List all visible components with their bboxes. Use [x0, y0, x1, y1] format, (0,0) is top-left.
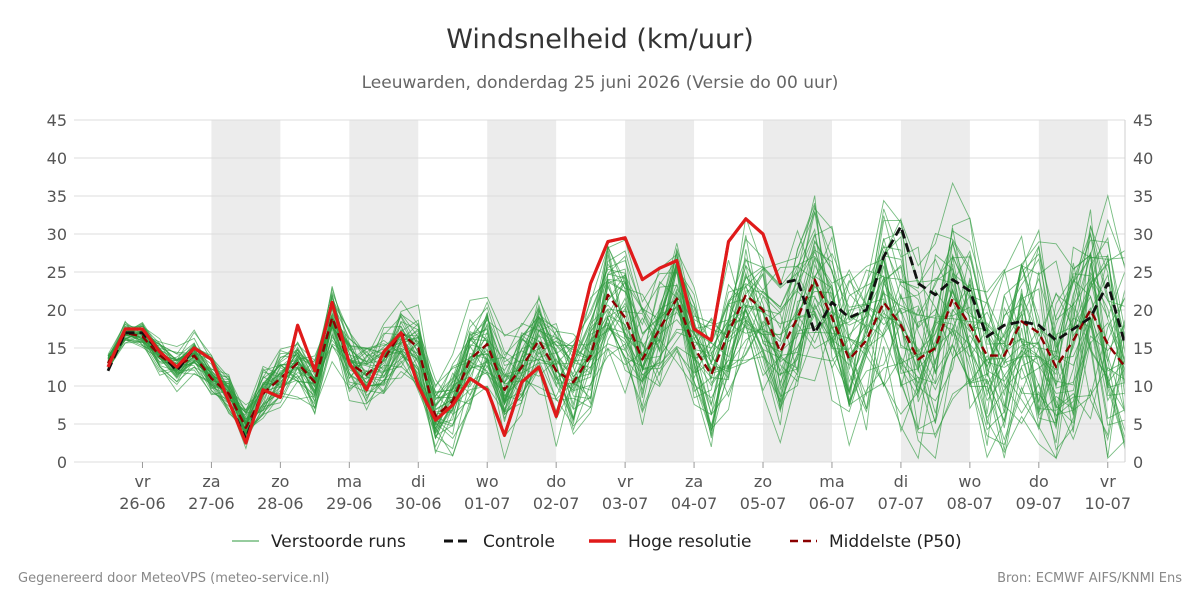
x-tick-day: vr: [617, 472, 633, 491]
y-tick-label-right: 35: [1133, 187, 1153, 206]
x-tick-day: do: [546, 472, 566, 491]
x-tick-date: 02-07: [533, 494, 580, 513]
legend-label-median: Middelste (P50): [829, 532, 962, 552]
series-line-member: [107, 199, 1126, 460]
x-tick-date: 26-06: [119, 494, 166, 513]
y-tick-label-right: 45: [1133, 111, 1153, 130]
y-tick-label-left: 0: [57, 453, 67, 472]
ensemble-members: [107, 181, 1126, 460]
x-tick-date: 28-06: [257, 494, 304, 513]
legend-label-high-res: Hoge resolutie: [628, 532, 752, 552]
y-tick-label-left: 35: [47, 187, 67, 206]
main-series: [106, 217, 1127, 445]
chart-subtitle: Leeuwarden, donderdag 25 juni 2026 (Vers…: [361, 73, 839, 93]
x-tick-date: 04-07: [671, 494, 718, 513]
x-tick-day: zo: [754, 472, 772, 491]
x-tick-date: 29-06: [326, 494, 373, 513]
footer-generator: Gegenereerd door MeteoVPS (meteo-service…: [18, 571, 330, 586]
series-line-member: [107, 231, 1126, 458]
y-tick-label-right: 0: [1133, 453, 1143, 472]
chart-title: Windsnelheid (km/uur): [446, 24, 754, 55]
x-tick-date: 10-07: [1085, 494, 1132, 513]
series-line-high-res: [106, 217, 782, 445]
y-tick-label-right: 10: [1133, 377, 1153, 396]
x-tick-day: vr: [134, 472, 150, 491]
series-line-member: [107, 232, 1126, 438]
x-tick-date: 01-07: [464, 494, 511, 513]
series-line-member: [107, 236, 1126, 459]
series-line-member: [107, 241, 1126, 460]
shade-band: [349, 120, 419, 462]
series-line-median: [106, 278, 1126, 429]
x-tick-day: ma: [337, 472, 362, 491]
y-tick-label-right: 15: [1133, 339, 1153, 358]
y-tick-label-right: 20: [1133, 301, 1153, 320]
y-tick-label-left: 15: [47, 339, 67, 358]
y-tick-label-left: 30: [47, 225, 67, 244]
series-line-member: [107, 266, 1126, 442]
y-tick-label-left: 25: [47, 263, 67, 282]
y-tick-label-right: 30: [1133, 225, 1153, 244]
legend-label-control: Controle: [483, 532, 555, 552]
x-tick-date: 08-07: [947, 494, 994, 513]
x-tick-date: 07-07: [878, 494, 925, 513]
x-tick-day: ma: [819, 472, 844, 491]
x-tick-day: wo: [476, 472, 499, 491]
x-tick-date: 27-06: [188, 494, 235, 513]
series-line-member: [107, 239, 1126, 437]
y-tick-label-left: 10: [47, 377, 67, 396]
series-line-member: [107, 244, 1126, 436]
weekday-shading: [211, 120, 1108, 462]
x-tick-date: 09-07: [1016, 494, 1063, 513]
footer-source: Bron: ECMWF AIFS/KNMI Ens: [997, 571, 1182, 586]
x-tick-day: di: [894, 472, 909, 491]
x-tick-day: za: [685, 472, 703, 491]
legend: Verstoorde runs Controle Hoge resolutie …: [232, 532, 962, 552]
axes: 0 0 5 5 10 10 15 15 20 20 25 25 30 30 35 35 40 40 45 45 vr 26…: [47, 111, 1154, 513]
series-line-member: [107, 208, 1126, 436]
series-line-member: [107, 209, 1126, 443]
x-tick-day: zo: [271, 472, 289, 491]
x-tick-day: vr: [1100, 472, 1116, 491]
x-tick-date: 05-07: [740, 494, 787, 513]
y-tick-label-right: 25: [1133, 263, 1153, 282]
x-tick-date: 30-06: [395, 494, 442, 513]
y-tick-label-left: 20: [47, 301, 67, 320]
x-tick-date: 06-07: [809, 494, 856, 513]
x-tick-date: 03-07: [602, 494, 649, 513]
y-tick-label-left: 40: [47, 149, 67, 168]
y-tick-label-right: 40: [1133, 149, 1153, 168]
shade-band: [487, 120, 557, 462]
y-tick-label-right: 5: [1133, 415, 1143, 434]
x-tick-day: di: [411, 472, 426, 491]
series-line-member: [107, 241, 1126, 439]
series-line-member: [107, 217, 1126, 437]
legend-label-members: Verstoorde runs: [271, 532, 406, 552]
x-tick-day: za: [202, 472, 220, 491]
y-tick-label-left: 45: [47, 111, 67, 130]
series-line-member: [107, 229, 1126, 431]
series-line-member: [107, 239, 1126, 430]
y-tick-label-left: 5: [57, 415, 67, 434]
x-tick-day: wo: [958, 472, 981, 491]
x-tick-day: do: [1029, 472, 1049, 491]
